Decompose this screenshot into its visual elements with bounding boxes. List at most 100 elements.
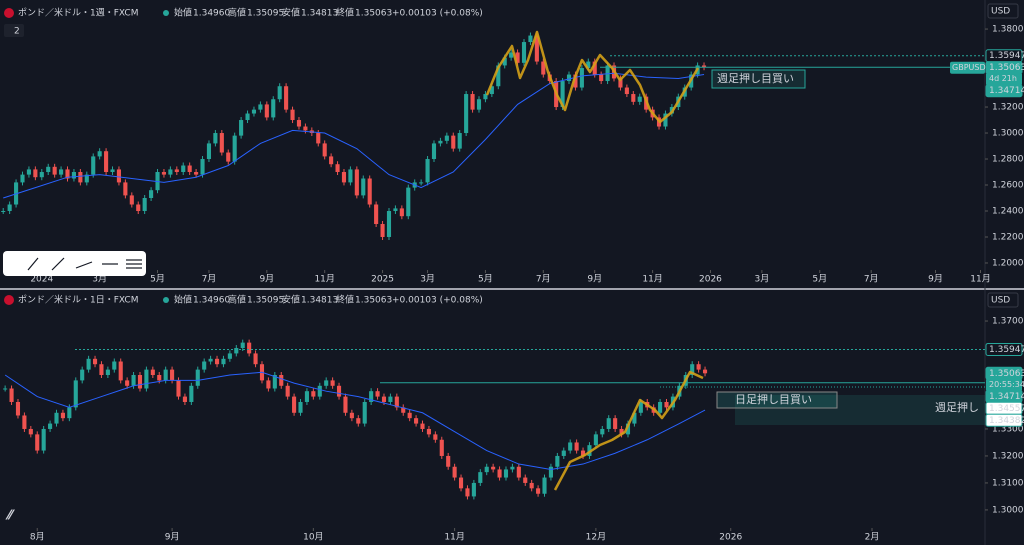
x-tick-label: 11月 (314, 274, 334, 285)
candle (496, 65, 501, 87)
candle (388, 396, 393, 402)
candle (292, 396, 297, 413)
candle (497, 469, 502, 478)
candle (574, 442, 579, 451)
ohlc-label: 安値 (282, 7, 300, 19)
candle (239, 120, 244, 136)
candle (279, 375, 284, 386)
price-box-label: 1.34714 (989, 392, 1024, 402)
candle (369, 391, 374, 402)
candle (317, 385, 322, 397)
candle (131, 375, 136, 386)
candle (110, 169, 115, 173)
countdown-box (986, 73, 1022, 85)
y-tick-label: 1.28000 (992, 155, 1024, 165)
candle (419, 182, 424, 184)
candle (483, 94, 488, 100)
moving-average (4, 371, 706, 470)
x-tick-label: 11月 (970, 274, 990, 285)
candle (20, 174, 25, 183)
x-tick-label: 3月 (420, 274, 435, 285)
candle (414, 418, 419, 424)
candle (476, 99, 482, 110)
x-tick-label: 11月 (642, 274, 662, 285)
candle (324, 380, 329, 386)
candle (232, 135, 237, 162)
candle (386, 210, 392, 237)
y-tick-label: 1.32000 (992, 451, 1024, 461)
candle (200, 159, 205, 175)
candle (548, 466, 553, 478)
candle (84, 174, 89, 183)
badge-count: 2 (14, 27, 20, 37)
ohlc-value: 1.34960 (193, 9, 230, 19)
ohlc-label: 終値 (336, 7, 354, 19)
candle (444, 135, 449, 141)
candle (638, 401, 643, 413)
candle (284, 86, 289, 110)
currency-button[interactable] (987, 292, 1019, 308)
zigzag-drawing (553, 370, 704, 491)
price-change: +0.00103 (+0.08%) (392, 296, 483, 306)
candle (702, 369, 708, 374)
candle (271, 99, 276, 118)
candle (129, 195, 134, 205)
candle (226, 152, 231, 162)
candle (401, 407, 406, 413)
x-tick-label: 2月 (865, 532, 880, 543)
candle (181, 165, 186, 173)
y-tick-label: 1.33000 (992, 424, 1024, 434)
candle (48, 423, 53, 429)
candle (174, 169, 179, 173)
candle (176, 380, 181, 397)
candle (561, 450, 566, 456)
candle (137, 375, 143, 389)
candle (341, 172, 347, 183)
price-box-label: 1.35947 (989, 345, 1024, 355)
candle (573, 74, 578, 88)
candle (374, 204, 379, 224)
candle (600, 428, 605, 435)
candle (163, 369, 168, 381)
y-tick-label: 1.38000 (992, 25, 1024, 35)
price-box-label: 1.35947 (989, 51, 1024, 61)
ohlc-label: 安値 (282, 294, 300, 306)
y-tick-label: 1.31000 (992, 478, 1024, 488)
candle (349, 412, 354, 419)
candle (433, 434, 438, 440)
ohlc-value: 1.34813 (301, 296, 338, 306)
candle (22, 415, 27, 429)
candle (253, 353, 258, 365)
moving-average (3, 72, 705, 199)
symbol-tag (950, 61, 985, 74)
candle (375, 391, 380, 397)
candle (690, 364, 695, 375)
x-tick-label: 5月 (812, 274, 827, 285)
candle (637, 96, 642, 102)
candle (696, 364, 701, 370)
candle (560, 81, 565, 108)
candle (266, 380, 271, 389)
candle (534, 35, 539, 62)
currency-button[interactable] (987, 3, 1019, 19)
drawing-toolbar[interactable] (3, 251, 146, 276)
candle (362, 401, 367, 424)
candle (35, 434, 40, 451)
badge[interactable] (4, 24, 24, 37)
price-box-label: 1.34382 (989, 416, 1024, 426)
candle (97, 151, 102, 157)
candle (438, 140, 443, 144)
ohlc-label: 始値 (174, 294, 192, 306)
status-dot (163, 297, 169, 303)
candle (592, 61, 597, 75)
candle (170, 369, 175, 381)
candle (251, 109, 257, 114)
candle (509, 52, 514, 58)
candle (290, 109, 295, 121)
x-tick-label: 5月 (478, 274, 493, 285)
candle (336, 385, 342, 397)
candle (15, 401, 21, 416)
y-tick-label: 1.32000 (992, 103, 1024, 113)
